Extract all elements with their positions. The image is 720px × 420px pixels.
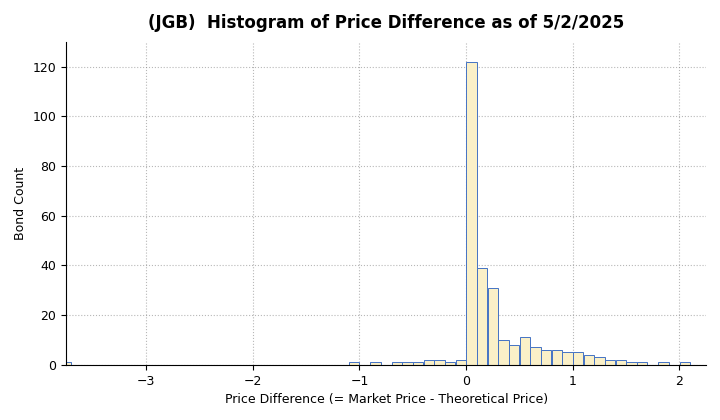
Bar <box>509 345 519 365</box>
Bar <box>658 362 669 365</box>
Bar <box>594 357 605 365</box>
Bar <box>423 360 434 365</box>
Bar <box>616 360 626 365</box>
Bar <box>370 362 381 365</box>
Bar <box>349 362 359 365</box>
Bar <box>680 362 690 365</box>
Bar <box>456 360 466 365</box>
Bar <box>445 362 455 365</box>
Bar <box>60 362 71 365</box>
Bar <box>583 355 594 365</box>
Bar <box>573 352 583 365</box>
Bar <box>498 340 508 365</box>
Bar <box>637 362 647 365</box>
Bar <box>413 362 423 365</box>
Bar <box>552 350 562 365</box>
Bar <box>520 338 530 365</box>
Bar <box>402 362 413 365</box>
Bar <box>605 360 616 365</box>
Bar <box>562 352 572 365</box>
Bar <box>541 350 552 365</box>
X-axis label: Price Difference (= Market Price - Theoretical Price): Price Difference (= Market Price - Theor… <box>225 393 548 406</box>
Bar <box>434 360 445 365</box>
Bar <box>392 362 402 365</box>
Bar <box>477 268 487 365</box>
Y-axis label: Bond Count: Bond Count <box>14 167 27 240</box>
Bar <box>626 362 636 365</box>
Bar <box>530 347 541 365</box>
Title: (JGB)  Histogram of Price Difference as of 5/2/2025: (JGB) Histogram of Price Difference as o… <box>148 14 624 32</box>
Bar <box>466 62 477 365</box>
Bar <box>487 288 498 365</box>
